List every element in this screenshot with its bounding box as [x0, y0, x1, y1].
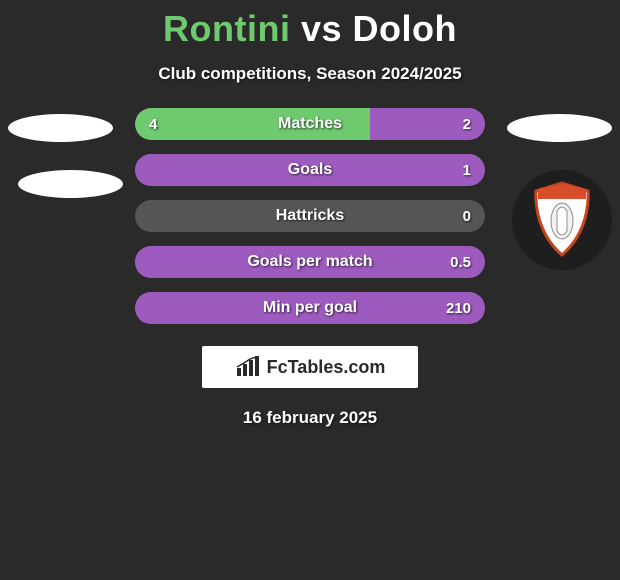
stat-bar: Hattricks 0	[135, 200, 485, 232]
stat-value-right: 0.5	[450, 254, 471, 271]
stat-value-right: 0	[463, 208, 471, 225]
bars-icon	[235, 356, 261, 378]
fctables-logo: FcTables.com	[202, 346, 418, 388]
comparison-title: Rontini vs Doloh	[0, 0, 620, 50]
stats-stage: 4 Matches 2 Goals 1 Hattricks 0 Goals per match…	[0, 108, 620, 324]
stat-bar: Goals per match 0.5	[135, 246, 485, 278]
logo-text: FcTables.com	[267, 357, 386, 378]
subtitle: Club competitions, Season 2024/2025	[0, 64, 620, 84]
stat-label: Goals per match	[247, 253, 372, 271]
stat-label: Min per goal	[263, 299, 357, 317]
placeholder-ellipse-top-right	[507, 114, 612, 142]
player1-name: Rontini	[163, 8, 290, 49]
stat-label: Matches	[278, 115, 342, 133]
club-badge	[512, 170, 612, 270]
stat-bar: 4 Matches 2	[135, 108, 485, 140]
stat-bars: 4 Matches 2 Goals 1 Hattricks 0 Goals per match…	[135, 108, 485, 324]
stat-label: Goals	[288, 161, 332, 179]
stat-value-right: 210	[446, 300, 471, 317]
stat-value-left: 4	[149, 116, 157, 133]
vs-text: vs	[301, 8, 342, 49]
stat-value-right: 2	[463, 116, 471, 133]
shield-icon	[530, 181, 594, 259]
placeholder-ellipse-bottom-left	[18, 170, 123, 198]
stat-label: Hattricks	[276, 207, 344, 225]
player2-name: Doloh	[353, 8, 457, 49]
stat-bar: Min per goal 210	[135, 292, 485, 324]
placeholder-ellipse-top-left	[8, 114, 113, 142]
stat-bar: Goals 1	[135, 154, 485, 186]
date-text: 16 february 2025	[0, 408, 620, 428]
stat-value-right: 1	[463, 162, 471, 179]
